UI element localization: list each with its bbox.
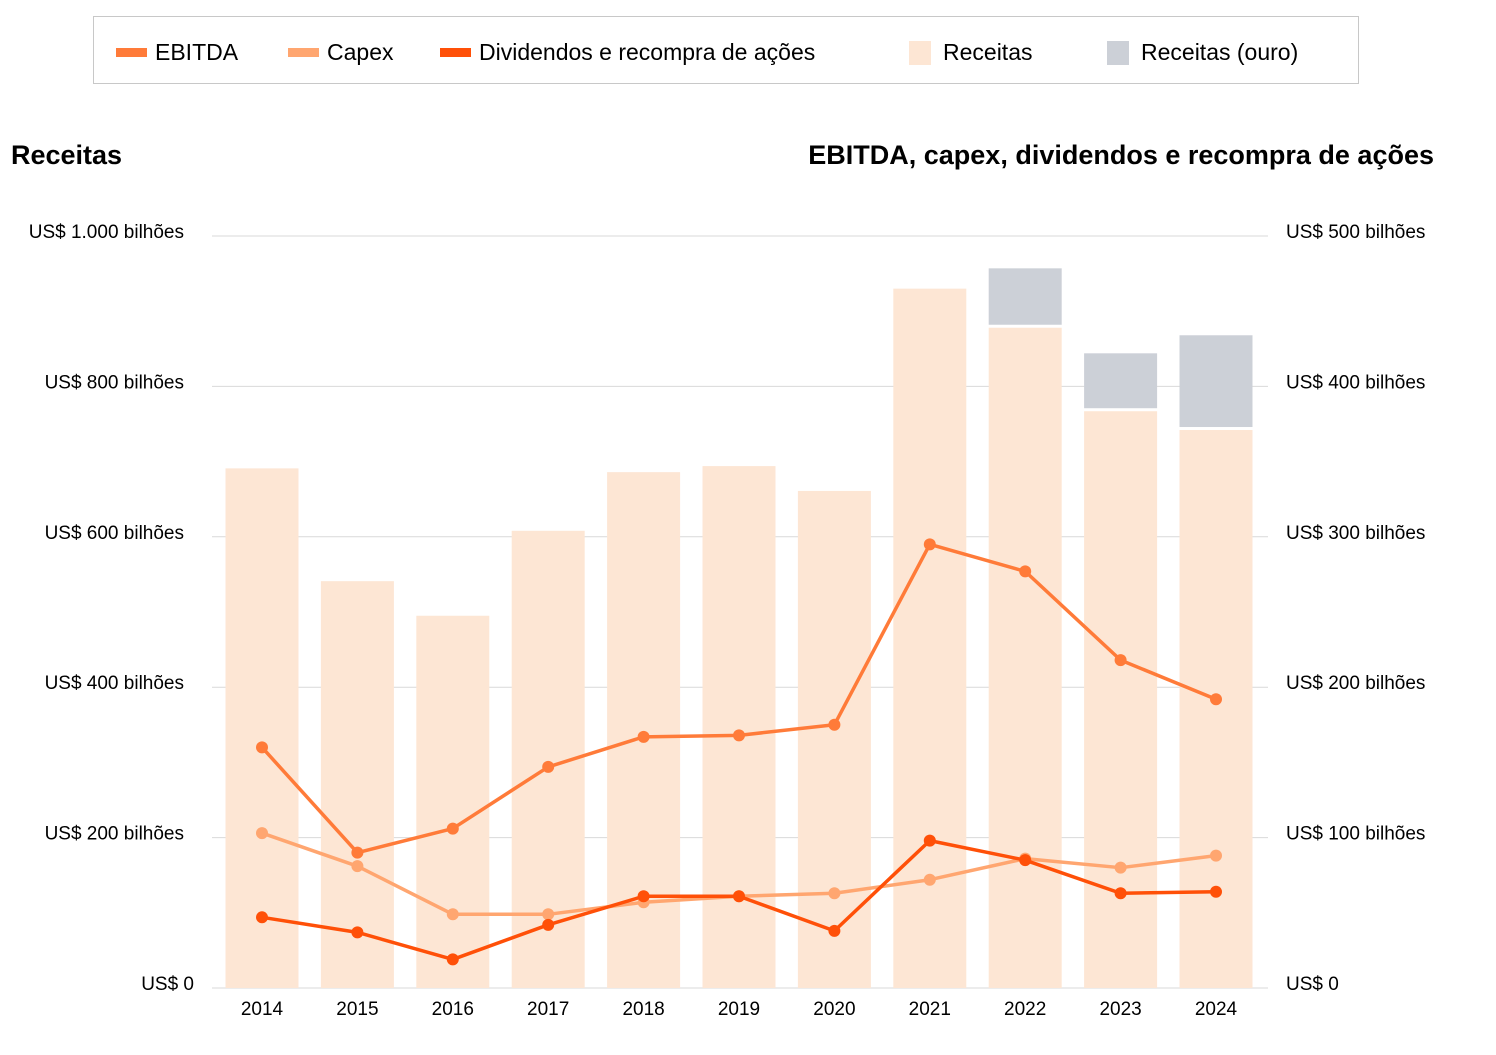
bar-receitas-ouro bbox=[988, 268, 1062, 325]
bar-receitas bbox=[416, 615, 490, 988]
legend-label: Receitas (ouro) bbox=[1141, 39, 1299, 65]
legend-label: Capex bbox=[327, 39, 394, 65]
legend-item-dividendos: Dividendos e recompra de ações bbox=[440, 39, 815, 66]
x-tick-label: 2016 bbox=[432, 999, 474, 1020]
right-tick-label: US$ 0 bbox=[1286, 974, 1339, 995]
point-capex bbox=[542, 908, 555, 921]
bar-receitas bbox=[607, 472, 681, 988]
point-dividendos bbox=[446, 953, 459, 966]
legend-item-receitas: Receitas bbox=[909, 39, 1032, 66]
x-tick-label: 2017 bbox=[527, 999, 569, 1020]
right-tick-label: US$ 400 bilhões bbox=[1286, 372, 1425, 393]
right-tick-label: US$ 500 bilhões bbox=[1286, 222, 1425, 243]
bar-receitas bbox=[1084, 411, 1158, 988]
bar-receitas bbox=[702, 466, 776, 988]
legend-swatch bbox=[1107, 40, 1129, 65]
legend-item-capex: Capex bbox=[288, 39, 393, 66]
x-tick-label: 2022 bbox=[1004, 999, 1046, 1020]
point-capex bbox=[923, 873, 936, 886]
left-tick-label: US$ 0 bbox=[141, 974, 194, 995]
point-dividendos bbox=[828, 924, 841, 937]
legend-item-ebitda: EBITDA bbox=[116, 39, 238, 66]
point-ebitda bbox=[446, 822, 459, 835]
bar-receitas-ouro bbox=[1084, 353, 1158, 409]
point-capex bbox=[351, 860, 364, 873]
left-tick-label: US$ 800 bilhões bbox=[45, 372, 184, 393]
point-ebitda bbox=[256, 741, 268, 754]
bar-receitas-ouro bbox=[1179, 335, 1253, 428]
point-ebitda bbox=[1114, 654, 1127, 667]
left-tick-label: US$ 600 bilhões bbox=[45, 523, 184, 544]
point-capex bbox=[828, 887, 841, 900]
point-ebitda bbox=[1210, 693, 1222, 706]
point-ebitda bbox=[733, 729, 745, 742]
point-capex bbox=[1114, 861, 1127, 874]
point-dividendos bbox=[256, 911, 268, 924]
legend: EBITDA Capex Dividendos e recompra de aç… bbox=[93, 16, 1359, 84]
legend-swatch bbox=[909, 40, 931, 65]
x-tick-label: 2018 bbox=[622, 999, 664, 1020]
legend-swatch bbox=[440, 48, 471, 57]
right-tick-label: US$ 100 bilhões bbox=[1286, 824, 1425, 845]
legend-label: Receitas bbox=[943, 39, 1033, 65]
legend-label: EBITDA bbox=[155, 39, 239, 65]
right-axis-title: EBITDA, capex, dividendos e recompra de … bbox=[808, 140, 1434, 170]
x-tick-label: 2014 bbox=[241, 999, 284, 1020]
point-ebitda bbox=[1019, 565, 1032, 578]
bar-receitas bbox=[225, 468, 299, 988]
point-capex bbox=[446, 908, 459, 921]
legend-label: Dividendos e recompra de ações bbox=[479, 39, 816, 65]
right-tick-label: US$ 300 bilhões bbox=[1286, 523, 1425, 544]
point-capex bbox=[256, 827, 268, 840]
x-tick-label: 2023 bbox=[1099, 999, 1141, 1020]
x-tick-label: 2020 bbox=[813, 999, 855, 1020]
bar-receitas bbox=[797, 490, 871, 988]
point-dividendos bbox=[923, 834, 936, 847]
left-tick-label: US$ 1.000 bilhões bbox=[29, 222, 184, 243]
point-ebitda bbox=[828, 718, 841, 731]
legend-swatch bbox=[288, 48, 319, 57]
point-dividendos bbox=[351, 926, 364, 939]
bar-receitas bbox=[893, 288, 967, 988]
left-axis-title: Receitas bbox=[11, 140, 123, 170]
left-tick-label: US$ 400 bilhões bbox=[45, 673, 184, 694]
legend-swatch bbox=[116, 48, 147, 57]
point-ebitda bbox=[542, 760, 555, 773]
point-dividendos bbox=[637, 890, 650, 903]
x-tick-label: 2021 bbox=[909, 999, 951, 1020]
point-ebitda bbox=[351, 846, 364, 859]
point-ebitda bbox=[923, 538, 936, 551]
point-dividendos bbox=[1114, 887, 1127, 900]
point-capex bbox=[1210, 849, 1222, 862]
x-tick-label: 2019 bbox=[718, 999, 760, 1020]
legend-item-receitas-ouro: Receitas (ouro) bbox=[1107, 39, 1298, 66]
bar-receitas bbox=[320, 581, 394, 988]
point-dividendos bbox=[733, 890, 745, 903]
point-dividendos bbox=[1210, 885, 1222, 898]
point-ebitda bbox=[637, 730, 650, 743]
point-dividendos bbox=[1019, 854, 1032, 867]
bar-receitas bbox=[1179, 430, 1253, 988]
x-tick-label: 2024 bbox=[1195, 999, 1238, 1020]
x-tick-label: 2015 bbox=[336, 999, 378, 1020]
point-dividendos bbox=[542, 918, 555, 931]
right-tick-label: US$ 200 bilhões bbox=[1286, 673, 1425, 694]
left-tick-label: US$ 200 bilhões bbox=[45, 824, 184, 845]
bar-receitas bbox=[988, 327, 1062, 988]
